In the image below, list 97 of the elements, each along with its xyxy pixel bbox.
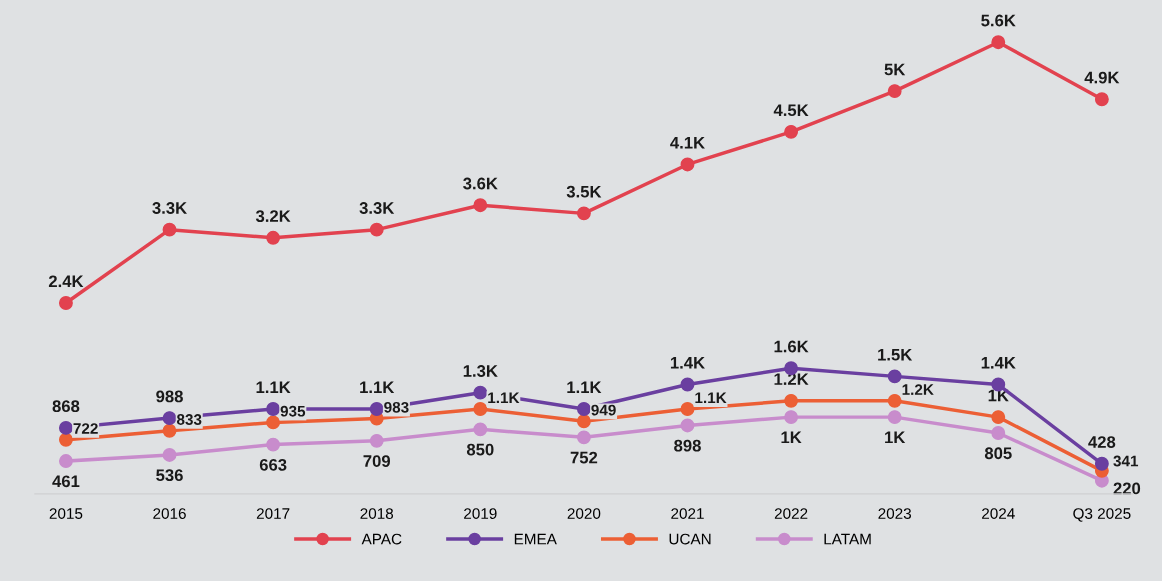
data-label: 1.1K: [488, 392, 520, 404]
data-label: 4.1K: [670, 137, 705, 149]
data-label: 935: [280, 405, 306, 417]
data-label: 1.6K: [774, 340, 809, 353]
x-tick-label: Q3 2025: [1073, 508, 1131, 522]
data-label: 1.4K: [981, 357, 1016, 369]
point: [680, 377, 695, 392]
data-label: 1.3K: [463, 365, 498, 377]
x-tick-label: 2020: [567, 508, 601, 519]
point: [784, 124, 799, 139]
data-label: 850: [466, 443, 494, 456]
point: [991, 35, 1006, 50]
x-tick-label: 2021: [671, 508, 704, 519]
data-label: 220: [1113, 482, 1141, 495]
data-label: 709: [363, 455, 391, 467]
data-label: 2.4K: [48, 275, 84, 288]
data-label: 833: [176, 414, 202, 425]
point: [576, 414, 591, 429]
data-label: 5K: [884, 63, 906, 76]
data-label: 1.1K: [567, 381, 602, 394]
point: [887, 410, 902, 425]
point: [473, 198, 488, 213]
point: [58, 454, 73, 468]
data-label: 1.1K: [695, 392, 727, 404]
data-label: 3.2K: [255, 210, 291, 223]
legend-label: UCAN: [669, 533, 711, 545]
x-tick-label: 2022: [774, 508, 808, 519]
point: [162, 447, 177, 462]
data-label: 1K: [885, 431, 906, 444]
x-tick-label: 2015: [49, 508, 83, 519]
data-label: 5.6K: [981, 14, 1016, 27]
point: [473, 422, 488, 437]
point: [369, 222, 384, 237]
data-label: 1.1K: [360, 381, 395, 394]
data-label: 3.5K: [566, 185, 602, 198]
x-tick-label: 2017: [256, 508, 290, 519]
point: [369, 433, 384, 448]
point: [887, 84, 902, 99]
data-label: 805: [984, 447, 1012, 460]
point: [991, 426, 1006, 440]
point: [162, 222, 177, 237]
x-tick-label: 2016: [153, 508, 186, 519]
data-label: 983: [384, 401, 409, 413]
data-label: 988: [156, 390, 183, 403]
point: [473, 402, 488, 416]
data-label: 663: [259, 458, 287, 471]
x-tick-label: 2018: [360, 508, 394, 519]
point: [58, 296, 73, 310]
point: [266, 230, 281, 245]
data-label: 1.2K: [902, 384, 934, 395]
point: [680, 402, 695, 416]
point: [162, 423, 177, 438]
point: [887, 393, 902, 408]
data-label: 341: [1113, 455, 1139, 467]
data-label: 1K: [781, 431, 802, 444]
data-label: 4.9K: [1084, 71, 1120, 84]
data-label: 722: [73, 423, 98, 434]
data-label: 752: [570, 451, 598, 464]
legend-label: LATAM: [824, 533, 871, 545]
point: [266, 437, 281, 452]
legend-label: EMEA: [514, 533, 557, 545]
data-label: 428: [1088, 436, 1116, 448]
point: [680, 418, 695, 433]
data-label: 461: [52, 475, 80, 488]
x-tick-label: 2019: [464, 508, 497, 519]
point: [576, 430, 591, 445]
point: [58, 432, 73, 447]
x-tick-label: 2023: [878, 508, 912, 519]
point: [576, 206, 591, 221]
point: [784, 393, 799, 408]
data-label: 536: [156, 469, 183, 482]
data-label: 898: [674, 439, 701, 452]
point: [58, 420, 73, 435]
data-label: 4.5K: [773, 104, 809, 117]
point: [887, 369, 902, 384]
point: [784, 410, 799, 425]
legend-label: APAC: [361, 533, 402, 545]
data-label: 3.3K: [359, 202, 395, 214]
data-label: 1.4K: [670, 357, 705, 369]
point: [680, 157, 695, 172]
point: [369, 402, 384, 416]
point: [266, 415, 281, 430]
data-label: 949: [591, 404, 616, 416]
point: [1094, 456, 1109, 471]
point: [162, 411, 177, 426]
point: [1094, 92, 1109, 107]
data-label: 868: [52, 400, 80, 413]
point: [991, 410, 1006, 425]
point: [473, 385, 488, 400]
data-label: 1.1K: [256, 381, 291, 394]
data-label: 1.5K: [878, 348, 913, 361]
x-tick-label: 2024: [982, 508, 1015, 519]
data-label: 3.6K: [463, 177, 498, 190]
data-label: 3.3K: [152, 202, 187, 214]
point: [266, 402, 281, 416]
point: [576, 402, 591, 416]
data-label: 1.2K: [774, 373, 809, 385]
